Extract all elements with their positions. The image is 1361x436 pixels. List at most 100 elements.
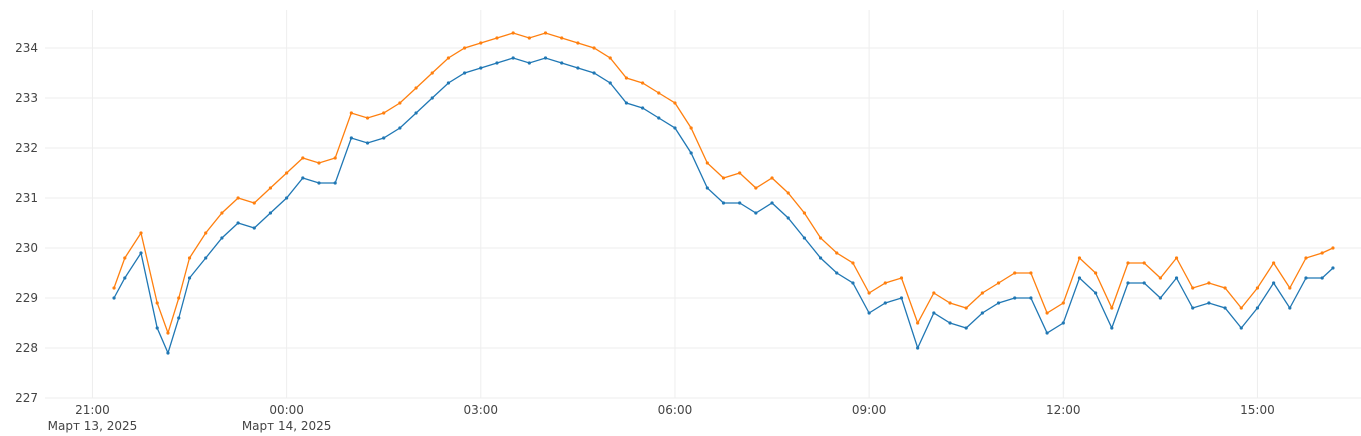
point <box>1320 251 1324 255</box>
point <box>220 236 224 240</box>
point <box>916 321 920 325</box>
point <box>576 41 580 45</box>
point <box>414 111 418 115</box>
point <box>738 171 742 175</box>
point <box>1061 321 1065 325</box>
point <box>446 56 451 60</box>
point <box>1158 276 1162 280</box>
point <box>1126 281 1130 285</box>
y-tick-label: 229 <box>15 291 38 305</box>
point <box>802 236 806 240</box>
point <box>463 71 467 75</box>
point <box>1142 281 1146 285</box>
point <box>608 56 612 60</box>
point <box>608 81 612 85</box>
point <box>948 321 952 325</box>
point <box>916 346 920 350</box>
y-tick-label: 228 <box>15 341 38 355</box>
point <box>511 31 515 35</box>
y-tick-label: 233 <box>15 91 38 105</box>
point <box>204 231 208 235</box>
point <box>463 46 467 50</box>
point <box>640 81 645 85</box>
point <box>770 201 774 205</box>
point <box>754 211 758 215</box>
point <box>1077 276 1082 280</box>
point <box>1110 306 1114 310</box>
point <box>996 281 1001 285</box>
point <box>398 126 402 130</box>
point <box>1191 306 1195 310</box>
y-tick-label: 231 <box>15 191 38 205</box>
point <box>754 186 758 190</box>
point <box>365 116 370 120</box>
point <box>786 191 790 195</box>
point <box>592 46 596 50</box>
point <box>123 256 127 260</box>
point <box>1045 311 1049 315</box>
x-tick-label: 06:00 <box>658 403 693 417</box>
point <box>1061 301 1065 305</box>
point <box>721 201 726 205</box>
point <box>446 81 451 85</box>
point <box>786 216 790 220</box>
y-tick-label: 230 <box>15 241 38 255</box>
point <box>177 316 181 320</box>
point <box>1239 326 1243 330</box>
point <box>177 296 181 300</box>
point <box>155 326 159 330</box>
point <box>1029 271 1033 275</box>
point <box>398 101 402 105</box>
point <box>543 56 548 60</box>
point <box>236 221 240 225</box>
point <box>932 311 936 315</box>
point <box>1126 261 1130 265</box>
point <box>1272 261 1276 265</box>
point <box>333 181 337 185</box>
point <box>721 176 726 180</box>
point <box>268 211 273 215</box>
point <box>236 196 240 200</box>
point <box>1320 276 1324 280</box>
point <box>673 101 677 105</box>
point <box>430 71 434 75</box>
point <box>560 61 564 65</box>
point <box>996 301 1001 305</box>
point <box>1304 276 1308 280</box>
point <box>112 286 116 290</box>
point <box>705 186 709 190</box>
point <box>301 156 305 160</box>
point <box>624 101 629 105</box>
point <box>252 226 256 230</box>
point <box>867 311 871 315</box>
point <box>1094 271 1098 275</box>
point <box>543 31 548 35</box>
point <box>1013 271 1017 275</box>
point <box>349 136 353 140</box>
point <box>1142 261 1146 265</box>
y-tick-label: 227 <box>15 391 38 405</box>
point <box>479 41 483 45</box>
point <box>1110 326 1114 330</box>
point <box>1207 281 1211 285</box>
point <box>382 136 386 140</box>
point <box>835 271 839 275</box>
point <box>187 276 192 280</box>
point <box>1029 296 1033 300</box>
x-tick-label: 15:00 <box>1240 403 1275 417</box>
point <box>187 256 192 260</box>
series-line <box>113 57 1334 355</box>
point <box>414 86 418 90</box>
point <box>851 261 855 265</box>
point <box>430 96 434 100</box>
point <box>980 291 984 295</box>
point <box>980 311 984 315</box>
point <box>899 296 904 300</box>
point <box>495 61 499 65</box>
point <box>1013 296 1017 300</box>
point <box>883 301 887 305</box>
series-line <box>113 32 1334 336</box>
point <box>883 281 887 285</box>
point <box>576 66 580 70</box>
point <box>835 251 839 255</box>
